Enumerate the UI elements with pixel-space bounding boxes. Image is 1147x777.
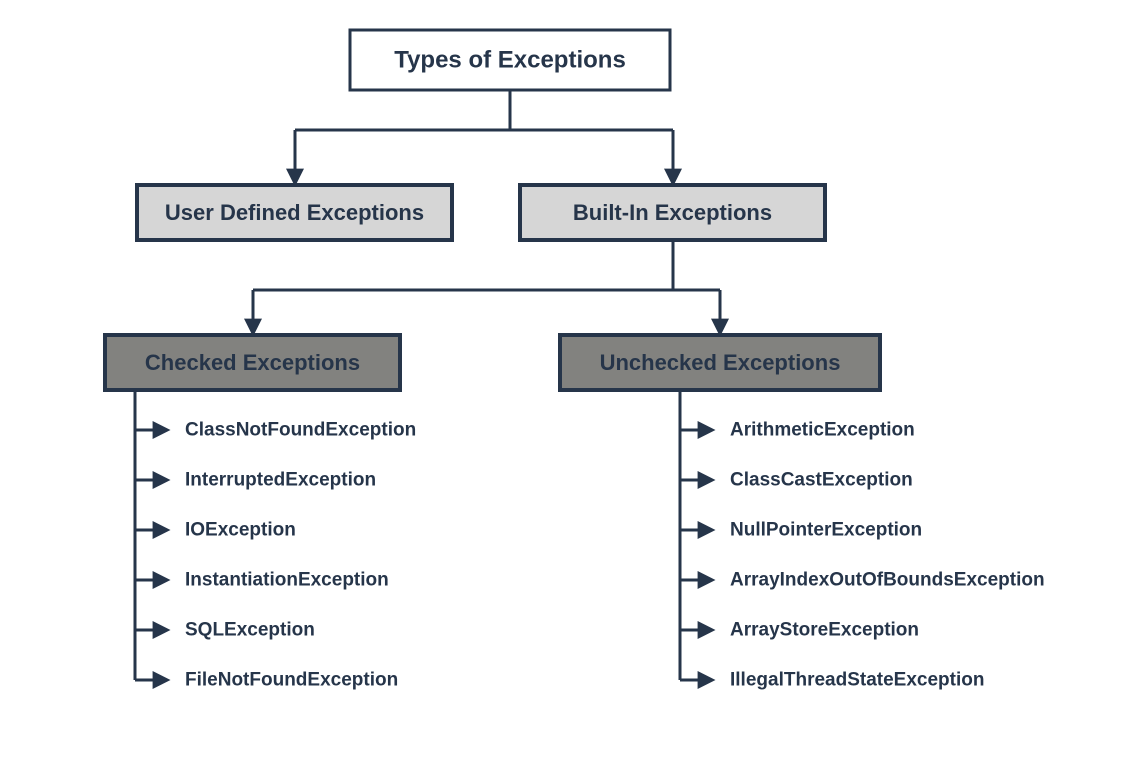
leaf-checked-2: IOException [185,520,296,541]
leaf-checked-1: InterruptedException [185,470,376,491]
leaf-unchecked-4: ArrayStoreException [730,620,919,641]
leaf-checked-4: SQLException [185,620,315,641]
node-label-userdef: User Defined Exceptions [165,200,424,225]
exceptions-tree-diagram: Types of Exceptions User Defined Exceptio… [0,0,1147,777]
leaf-checked-0: ClassNotFoundException [185,420,416,441]
node-label-checked: Checked Exceptions [145,350,360,375]
leaf-checked-5: FileNotFoundException [185,670,398,691]
node-label-builtin: Built-In Exceptions [573,200,772,225]
leaf-unchecked-2: NullPointerException [730,520,922,541]
leaf-unchecked-1: ClassCastException [730,470,913,491]
node-label-unchecked: Unchecked Exceptions [600,350,841,375]
leaf-unchecked-0: ArithmeticException [730,420,915,441]
leaf-checked-3: InstantiationException [185,570,389,591]
node-label-root: Types of Exceptions [394,47,626,74]
leaf-unchecked-5: IllegalThreadStateException [730,670,984,691]
leaf-unchecked-3: ArrayIndexOutOfBoundsException [730,570,1045,591]
